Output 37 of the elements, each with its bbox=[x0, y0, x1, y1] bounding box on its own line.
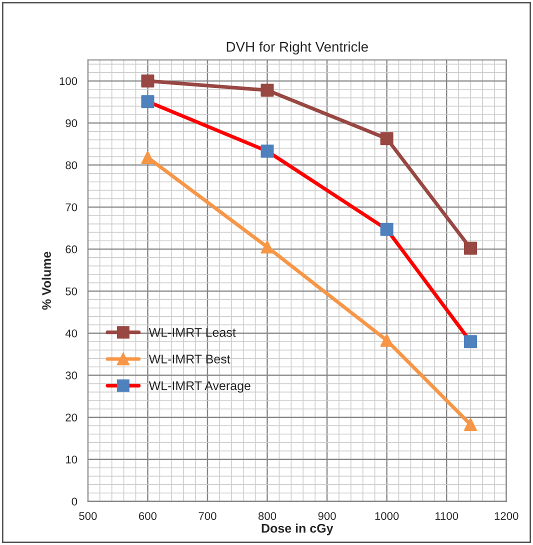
legend-label: WL-IMRT Least bbox=[148, 328, 236, 337]
x-tick-label: 800 bbox=[258, 512, 276, 520]
y-tick-label: 30 bbox=[66, 372, 78, 380]
point bbox=[464, 242, 477, 255]
x-tick-label: 900 bbox=[318, 512, 336, 520]
y-tick-label: 0 bbox=[72, 498, 78, 506]
y-tick-label: 10 bbox=[66, 456, 78, 464]
point bbox=[380, 222, 394, 236]
point bbox=[464, 418, 477, 431]
x-tick-label: 600 bbox=[139, 512, 157, 520]
y-tick-label: 40 bbox=[65, 329, 78, 338]
y-tick-label: 90 bbox=[66, 119, 78, 128]
point bbox=[464, 335, 477, 348]
x-tick-label: 500 bbox=[79, 512, 97, 520]
legend-label: WL-IMRT Average bbox=[148, 381, 250, 393]
point bbox=[141, 74, 154, 88]
point bbox=[141, 95, 154, 108]
x-axis-title: Dose in cGy bbox=[262, 524, 334, 536]
y-tick-label: 20 bbox=[66, 414, 78, 422]
x-tick-label: 1100 bbox=[435, 512, 458, 520]
x-tick-label: 1000 bbox=[375, 512, 399, 520]
x-tick-label: 1200 bbox=[494, 512, 518, 520]
y-tick-label: 100 bbox=[60, 77, 78, 86]
y-axis-title: % Volume bbox=[42, 252, 51, 310]
point bbox=[380, 132, 394, 146]
legend-label: WL-IMRT Best bbox=[148, 354, 230, 364]
y-tick-label: 80 bbox=[66, 161, 78, 170]
chart-title: DVH for Right Ventricle bbox=[226, 42, 368, 54]
x-tick-label: 700 bbox=[198, 512, 216, 520]
y-tick-label: 60 bbox=[66, 245, 78, 254]
point bbox=[260, 240, 274, 254]
y-tick-label: 50 bbox=[66, 287, 78, 296]
point bbox=[380, 334, 394, 347]
y-tick-label: 70 bbox=[66, 203, 78, 212]
point bbox=[260, 84, 274, 97]
point bbox=[260, 144, 274, 158]
point bbox=[141, 150, 154, 164]
